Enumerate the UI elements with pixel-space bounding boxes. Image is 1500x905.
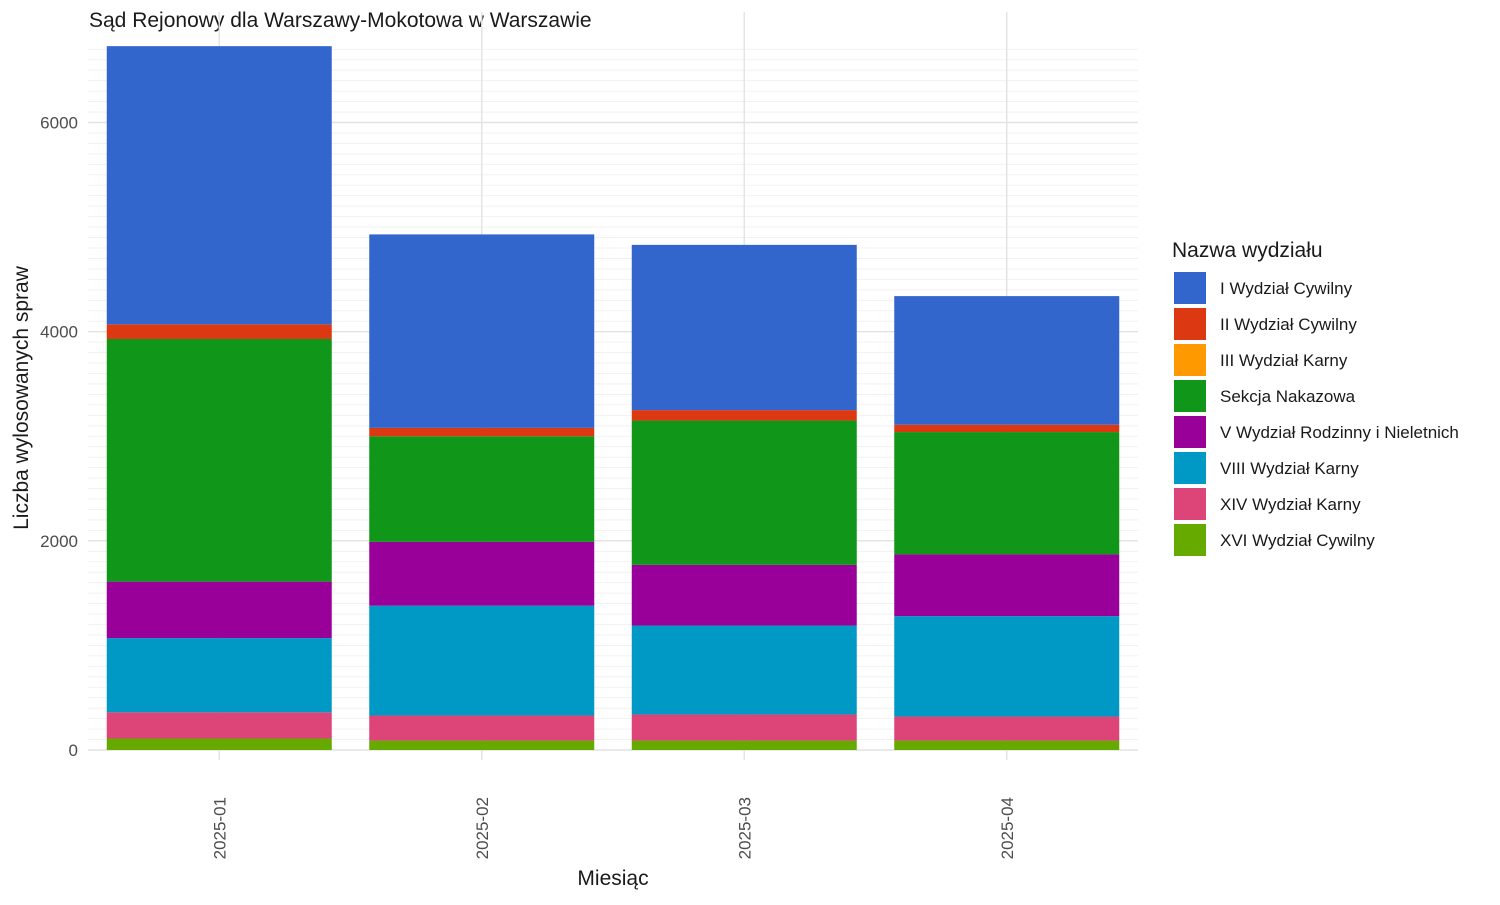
- bar-segment: [106, 712, 332, 739]
- legend-label: II Wydział Cywilny: [1220, 315, 1357, 334]
- bar-segment: [631, 420, 857, 565]
- y-tick-label: 0: [69, 741, 78, 760]
- bar-segment: [894, 432, 1120, 555]
- legend-label: XIV Wydział Karny: [1220, 495, 1361, 514]
- bar-segment: [369, 740, 595, 750]
- legend-swatch: [1174, 488, 1206, 520]
- bar-segment: [894, 296, 1120, 425]
- bar-segment: [894, 740, 1120, 750]
- y-tick-label: 2000: [40, 532, 78, 551]
- x-axis-tick-labels: 2025-01 2025-02 2025-03 2025-04: [210, 797, 1017, 859]
- chart-title: Sąd Rejonowy dla Warszawy-Mokotowa w War…: [89, 9, 592, 32]
- bar-segment: [631, 625, 857, 715]
- bar-segment: [106, 738, 332, 750]
- y-axis-title: Liczba wylosowanych spraw: [10, 265, 33, 530]
- legend-swatch: [1174, 416, 1206, 448]
- legend-label: Sekcja Nakazowa: [1220, 387, 1356, 406]
- legend-label: VIII Wydział Karny: [1220, 459, 1359, 478]
- bar-segment: [106, 338, 332, 582]
- bar-segment: [369, 541, 595, 606]
- bar-segment: [369, 715, 595, 741]
- legend: I Wydział Cywilny II Wydział Cywilny III W…: [1174, 272, 1459, 556]
- bar-segment: [631, 410, 857, 421]
- bar-segment: [369, 427, 595, 437]
- legend-label: V Wydział Rodzinny i Nieletnich: [1220, 423, 1459, 442]
- legend-title: Nazwa wydziału: [1172, 239, 1323, 262]
- bar-segment: [106, 324, 332, 339]
- legend-label: XVI Wydział Cywilny: [1220, 531, 1375, 550]
- bar-segment: [631, 244, 857, 411]
- bar-segment: [894, 424, 1120, 433]
- legend-swatch: [1174, 272, 1206, 304]
- x-tick-label: 2025-02: [473, 797, 492, 859]
- bar-segment: [369, 234, 595, 428]
- legend-swatch: [1174, 452, 1206, 484]
- legend-swatch: [1174, 308, 1206, 340]
- legend-label: III Wydział Karny: [1220, 351, 1348, 370]
- legend-label: I Wydział Cywilny: [1220, 279, 1353, 298]
- bar-segment: [894, 554, 1120, 617]
- bar-segment: [631, 564, 857, 626]
- bar-segment: [631, 740, 857, 750]
- bar-segment: [106, 581, 332, 639]
- bar-segment: [369, 605, 595, 716]
- bar-segment: [894, 616, 1120, 717]
- legend-swatch: [1174, 344, 1206, 376]
- bar-segment: [106, 638, 332, 713]
- bar-segment: [106, 46, 332, 325]
- legend-swatch: [1174, 380, 1206, 412]
- x-tick-label: 2025-01: [210, 797, 229, 859]
- bar-segment: [631, 714, 857, 741]
- bars: [106, 46, 1120, 750]
- bar-segment: [894, 716, 1120, 741]
- x-tick-label: 2025-04: [998, 797, 1017, 859]
- x-axis-title: Miesiąc: [577, 867, 648, 890]
- bar-segment: [369, 436, 595, 542]
- y-tick-label: 6000: [40, 114, 78, 133]
- x-tick-label: 2025-03: [735, 797, 754, 859]
- y-axis-tick-labels: 0 2000 4000 6000: [40, 114, 78, 760]
- legend-swatch: [1174, 524, 1206, 556]
- y-tick-label: 4000: [40, 323, 78, 342]
